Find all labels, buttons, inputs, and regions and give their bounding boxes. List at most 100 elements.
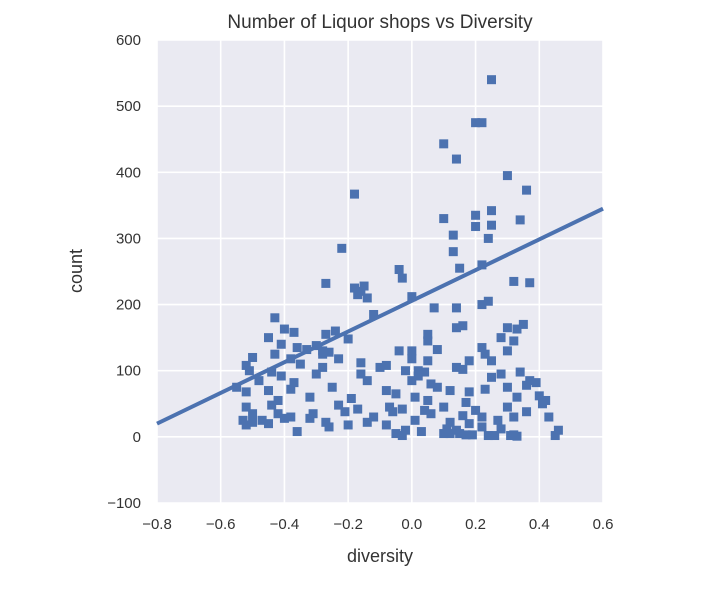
data-point xyxy=(407,346,417,356)
data-point xyxy=(369,412,379,422)
data-point xyxy=(477,300,487,310)
data-point xyxy=(410,392,420,402)
data-point xyxy=(496,369,506,379)
x-axis-ticks: −0.8 −0.6 −0.4 −0.2 0.0 0.2 0.4 0.6 xyxy=(142,516,613,533)
data-point xyxy=(512,392,522,402)
data-point xyxy=(353,290,363,300)
data-point xyxy=(487,356,496,366)
data-point xyxy=(241,402,251,412)
data-point xyxy=(439,402,449,412)
y-tick-label: 200 xyxy=(116,297,141,314)
data-point xyxy=(477,118,487,128)
data-point xyxy=(522,185,532,195)
data-point xyxy=(391,429,401,439)
data-point xyxy=(324,422,334,432)
data-point xyxy=(289,327,299,337)
data-point xyxy=(429,303,439,313)
data-point xyxy=(241,360,251,370)
data-point xyxy=(400,366,410,376)
data-point xyxy=(267,400,277,410)
data-point xyxy=(445,429,455,439)
data-point xyxy=(483,431,493,441)
data-point xyxy=(541,395,551,405)
data-point xyxy=(477,343,487,353)
data-point xyxy=(439,139,449,149)
x-tick-label: −0.2 xyxy=(333,516,363,533)
data-point xyxy=(439,214,449,224)
data-point xyxy=(493,415,503,425)
y-axis-title: count xyxy=(66,249,86,293)
y-tick-label: 0 xyxy=(133,429,141,446)
data-point xyxy=(397,273,407,283)
data-point xyxy=(369,309,379,319)
data-point xyxy=(471,210,481,220)
data-point xyxy=(340,407,350,417)
data-point xyxy=(477,422,487,432)
data-point xyxy=(346,393,356,403)
data-point xyxy=(321,329,331,339)
data-point xyxy=(522,407,532,417)
data-point xyxy=(337,243,347,253)
data-point xyxy=(248,352,258,362)
data-point xyxy=(327,382,337,392)
data-point xyxy=(311,369,321,379)
data-point xyxy=(458,411,468,421)
data-point xyxy=(394,265,404,275)
y-tick-label: −100 xyxy=(107,495,141,512)
data-point xyxy=(356,358,366,368)
data-point xyxy=(515,367,525,377)
y-tick-label: 100 xyxy=(116,363,141,380)
data-point xyxy=(244,366,254,376)
x-tick-label: 0.0 xyxy=(401,516,422,533)
data-point xyxy=(502,382,512,392)
data-point xyxy=(305,392,315,402)
data-point xyxy=(276,339,286,349)
data-point xyxy=(353,404,363,414)
data-point xyxy=(334,354,344,364)
data-point xyxy=(270,313,280,323)
data-point xyxy=(458,364,468,374)
data-point xyxy=(426,379,436,389)
data-point xyxy=(305,413,315,423)
data-point xyxy=(461,430,471,440)
data-point xyxy=(502,402,512,412)
data-point xyxy=(455,429,465,439)
data-point xyxy=(461,397,471,407)
x-tick-label: 0.4 xyxy=(529,516,550,533)
data-point xyxy=(487,75,496,85)
data-point xyxy=(270,349,280,359)
data-point xyxy=(257,415,267,425)
data-point xyxy=(487,206,496,216)
data-point xyxy=(385,402,395,412)
data-point xyxy=(343,334,353,344)
data-point xyxy=(432,345,442,355)
data-point xyxy=(490,431,500,441)
data-point xyxy=(413,371,423,381)
data-point xyxy=(273,395,283,405)
data-point xyxy=(518,319,528,329)
data-point xyxy=(356,369,366,379)
data-point xyxy=(308,409,318,419)
data-point xyxy=(483,233,493,243)
data-point xyxy=(381,420,391,430)
x-tick-label: −0.6 xyxy=(206,516,236,533)
data-point xyxy=(502,346,512,356)
data-point xyxy=(343,420,353,430)
data-point xyxy=(362,376,372,386)
data-point xyxy=(423,336,433,346)
data-point xyxy=(241,387,251,397)
data-point xyxy=(264,333,273,343)
y-tick-label: 600 xyxy=(116,32,141,49)
data-point xyxy=(407,354,417,364)
data-point xyxy=(286,384,296,394)
data-point xyxy=(381,386,391,396)
x-tick-label: 0.6 xyxy=(593,516,614,533)
data-point xyxy=(397,431,407,441)
data-point xyxy=(276,371,286,381)
data-point xyxy=(410,415,420,425)
data-point xyxy=(451,362,461,372)
y-tick-label: 500 xyxy=(116,98,141,115)
data-point xyxy=(439,429,449,439)
x-tick-label: −0.8 xyxy=(142,516,172,533)
data-point xyxy=(426,409,436,419)
